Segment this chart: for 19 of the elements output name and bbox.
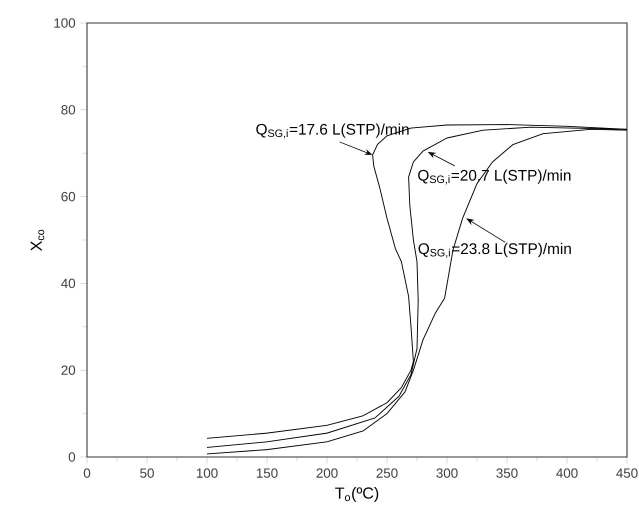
x-tick-label: 50: [140, 468, 154, 478]
y-tick-label: 100: [54, 18, 76, 28]
y-axis-title: X$_{co}$: [30, 230, 44, 251]
x-tick-label: 300: [436, 468, 458, 478]
y-tick-label: 20: [61, 365, 76, 375]
x-axis-title: T$_{o}$(ºC): [335, 486, 378, 502]
y-tick-label: 40: [61, 278, 76, 288]
x-tick-label: 250: [376, 468, 398, 478]
x-tick-label: 200: [316, 468, 338, 478]
y-tick-label: 80: [61, 105, 76, 115]
x-tick-label: 0: [84, 468, 90, 478]
x-tick-label: 450: [616, 468, 638, 478]
annotation: Q$_{SG,i}$=17.6 L(STP)/min: [256, 123, 409, 138]
y-tick-label: 0: [68, 452, 76, 462]
y-tick-label: 60: [61, 192, 76, 202]
x-tick-label: 400: [556, 468, 578, 478]
x-tick-label: 150: [256, 468, 278, 478]
x-tick-label: 100: [196, 468, 218, 478]
x-tick-label: 350: [496, 468, 518, 478]
